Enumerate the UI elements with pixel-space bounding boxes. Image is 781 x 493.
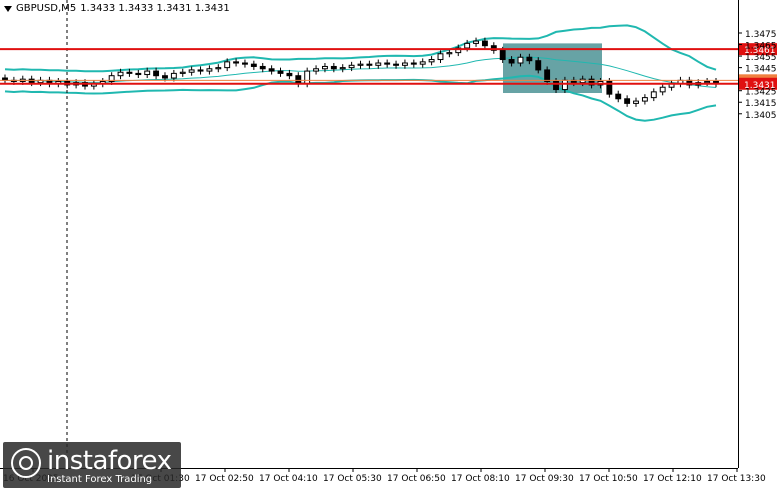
- candle: [117, 71, 124, 77]
- resistance-price-tag: [739, 43, 777, 56]
- time-tick-label: 17 Oct 05:30: [323, 474, 382, 484]
- candle: [588, 78, 595, 86]
- candle: [401, 62, 408, 66]
- price-tick-label: 1.3455: [745, 53, 777, 63]
- bollinger-middle-band: [4, 56, 717, 88]
- support-price-label: 1.3431: [744, 81, 776, 91]
- candle: [28, 78, 35, 84]
- candle: [544, 69, 551, 82]
- candle: [153, 70, 160, 77]
- candle: [144, 70, 151, 76]
- candle: [535, 60, 542, 71]
- candle: [250, 63, 257, 67]
- time-tick-label: 17 Oct 06:50: [387, 474, 446, 484]
- candle: [277, 70, 284, 74]
- chevron-down-icon[interactable]: [4, 5, 12, 12]
- time-tick-label: 17 Oct 09:30: [515, 474, 574, 484]
- candle: [481, 40, 488, 47]
- symbol-header: GBPUSD,M5 1.3433 1.3433 1.3431 1.3431: [4, 3, 230, 14]
- candle: [606, 80, 613, 95]
- symbol-label: GBPUSD,M5: [16, 3, 77, 14]
- candle: [437, 53, 444, 61]
- support-price-tag: [739, 77, 777, 90]
- candle: [615, 93, 622, 100]
- candle: [561, 79, 568, 91]
- bollinger-upper-band: [4, 24, 717, 73]
- candle: [419, 61, 426, 65]
- instaforex-logo: instaforex Instant Forex Trading: [3, 442, 181, 488]
- candle: [455, 47, 462, 54]
- candle: [206, 68, 213, 72]
- candle: [553, 80, 559, 91]
- candle: [508, 59, 515, 64]
- candle: [375, 62, 382, 66]
- candle: [170, 72, 177, 79]
- time-tick-label: 17 Oct 04:10: [259, 474, 318, 484]
- candle: [393, 63, 399, 66]
- price-tick-label: 1.3445: [745, 65, 777, 75]
- candle: [526, 56, 533, 62]
- candle: [410, 62, 417, 65]
- candle: [339, 67, 346, 70]
- logo-tagline: Instant Forex Trading: [47, 474, 153, 485]
- candle: [286, 72, 293, 77]
- candle: [579, 78, 586, 84]
- ohlc-readout: 1.3433 1.3433 1.3431 1.3431: [80, 3, 230, 14]
- candle: [108, 75, 115, 82]
- candle: [490, 45, 497, 51]
- candle: [348, 64, 355, 69]
- time-tick-label: 17 Oct 13:30: [707, 474, 766, 484]
- time-tick-label: 17 Oct 08:10: [451, 474, 510, 484]
- candle: [268, 68, 275, 72]
- candle: [384, 62, 391, 65]
- candle: [215, 67, 222, 70]
- candle: [313, 68, 320, 72]
- time-tick-label: 17 Oct 10:50: [579, 474, 638, 484]
- candle: [304, 70, 311, 85]
- resistance-price-label: 1.3461: [744, 46, 776, 56]
- candle: [330, 65, 337, 70]
- time-tick-label: 17 Oct 02:50: [195, 474, 254, 484]
- candle: [641, 97, 648, 102]
- candle: [428, 59, 435, 63]
- candle: [242, 62, 248, 65]
- candle: [624, 98, 631, 104]
- candle: [517, 56, 524, 64]
- candle: [366, 63, 373, 66]
- candle: [446, 52, 453, 55]
- price-tick-label: 1.3425: [745, 88, 777, 98]
- candle: [188, 69, 195, 73]
- price-tick-label: 1.3475: [745, 30, 777, 40]
- candle: [179, 71, 186, 74]
- logo-brand: instaforex: [47, 446, 172, 476]
- candle: [259, 65, 266, 70]
- candle: [322, 65, 328, 70]
- candle: [499, 49, 506, 61]
- logo-icon: [11, 448, 41, 478]
- candle: [464, 42, 471, 49]
- price-tick-label: 1.3465: [745, 42, 777, 52]
- candle: [473, 40, 479, 44]
- candle: [233, 61, 240, 64]
- candle: [659, 86, 666, 93]
- candle: [295, 75, 302, 85]
- price-tick-label: 1.3405: [745, 111, 777, 121]
- candle: [197, 69, 204, 72]
- candle: [224, 61, 231, 69]
- candle: [650, 91, 657, 99]
- candle: [704, 80, 711, 84]
- candle: [126, 71, 133, 74]
- candle: [357, 63, 364, 66]
- candle: [633, 100, 639, 104]
- candle: [162, 75, 168, 79]
- candle: [135, 72, 142, 76]
- time-tick-label: 17 Oct 12:10: [643, 474, 702, 484]
- price-tick-label: 1.3415: [745, 99, 777, 109]
